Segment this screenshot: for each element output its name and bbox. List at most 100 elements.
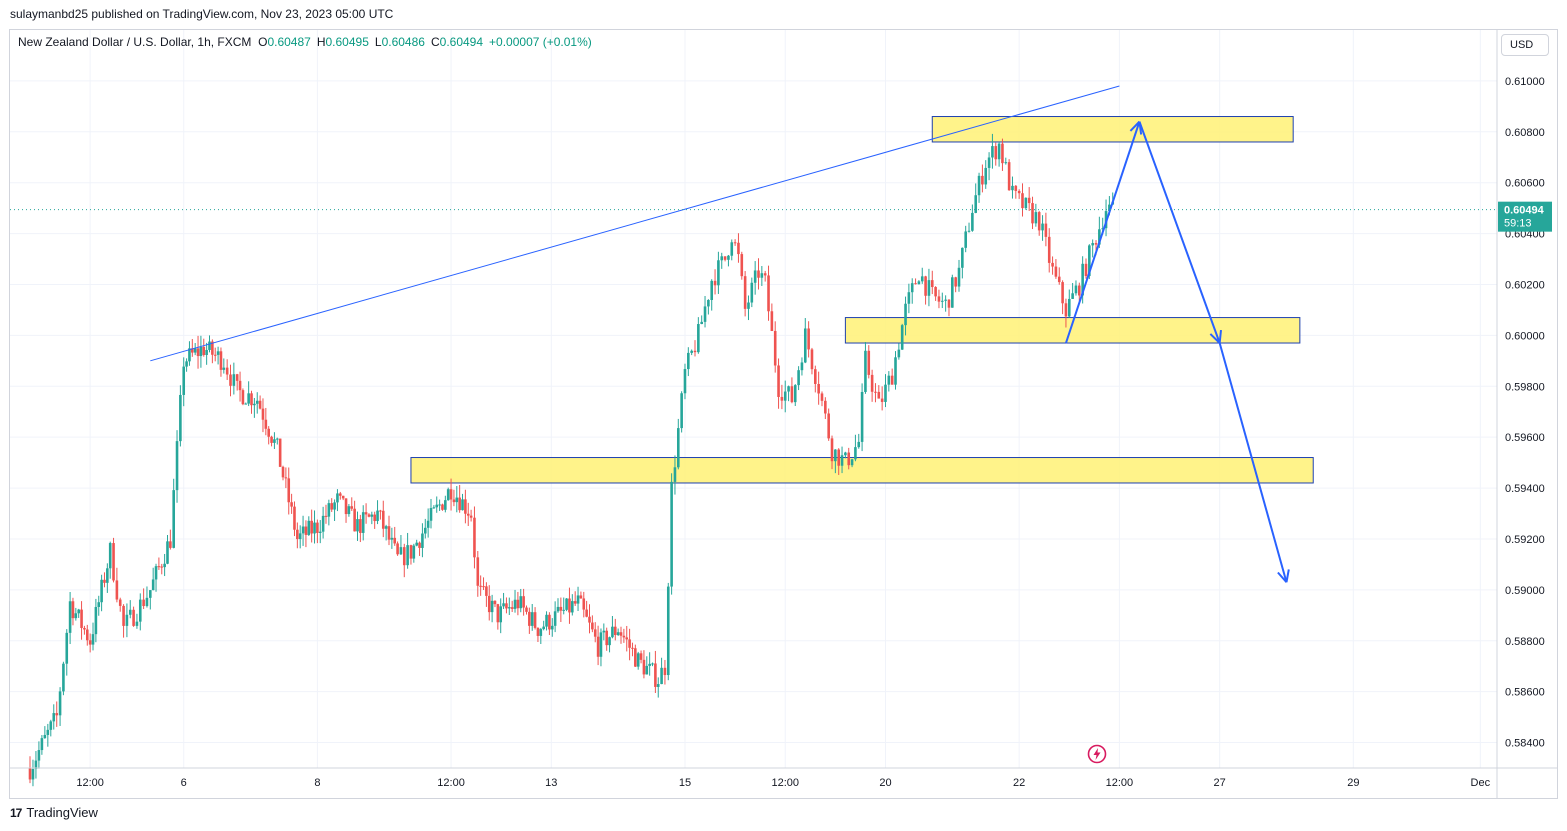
candle-body (850, 459, 854, 466)
high-label: H (316, 35, 326, 49)
candle-body (275, 438, 279, 440)
candle-body (562, 609, 566, 611)
candle-body (556, 606, 560, 612)
candle-body (77, 609, 80, 614)
footer-logo[interactable]: 17 TradingView (10, 805, 98, 820)
candle-body (261, 408, 265, 420)
candle-body (648, 663, 651, 666)
candle-body (510, 607, 514, 609)
candle-body (651, 663, 654, 665)
candle-body (125, 614, 129, 626)
candle-body (1061, 282, 1064, 304)
time-axis: 12:00 6 8 12:00 13 15 12:00 20 22 12:00 27 29 Dec (10, 767, 1557, 789)
candle-body (379, 510, 382, 512)
candle-body (502, 603, 505, 607)
candle-body (757, 270, 760, 278)
candle-body (920, 276, 924, 282)
candle-body (267, 428, 270, 437)
candle-body (874, 391, 877, 393)
candle-body (290, 502, 293, 507)
chart-frame (9, 29, 1558, 799)
candle-body (713, 280, 717, 286)
candle-body (770, 311, 774, 331)
candle-body (490, 600, 494, 613)
candle-body (330, 503, 334, 510)
candle-body (994, 146, 998, 160)
candle-body (193, 348, 197, 353)
candle-body (324, 515, 328, 517)
time-tick-label: 12:00 (76, 777, 104, 789)
candle-body (122, 605, 125, 626)
candle-body (522, 596, 525, 608)
candle-body (548, 614, 551, 630)
candle-body (854, 447, 857, 460)
price-tick-label: 0.60800 (1505, 127, 1545, 139)
candle-body (608, 637, 611, 646)
candle-body (1011, 185, 1014, 191)
lightning-icon[interactable] (1087, 744, 1107, 764)
candle-body (208, 341, 211, 350)
candle-body (1017, 190, 1021, 194)
candle-body (660, 667, 663, 685)
candle-body (763, 273, 767, 276)
candle-body (559, 606, 563, 611)
candle-body (817, 383, 820, 394)
candle-body (576, 595, 580, 604)
candle-body (339, 493, 342, 496)
candle-body (49, 721, 53, 730)
candle-body (284, 477, 288, 479)
candle-body (663, 667, 667, 676)
candle-body (824, 400, 827, 414)
candle-body (473, 517, 476, 558)
candle-body (444, 500, 447, 510)
candle-body (499, 606, 503, 623)
candle-body (356, 519, 359, 532)
price-tick-label: 0.59200 (1505, 534, 1545, 546)
candle-body (361, 512, 365, 533)
candle-body (631, 647, 634, 649)
candle-body (496, 604, 500, 623)
candle-body (205, 349, 208, 355)
candle-body (202, 346, 206, 355)
candle-body (370, 514, 374, 517)
price-axis: 0.610000.608000.606000.604000.602000.600… (1496, 30, 1545, 798)
candle-body (585, 609, 588, 617)
candle-body (1071, 293, 1074, 299)
price-tick-label: 0.59000 (1505, 585, 1545, 597)
candle-body (720, 256, 724, 261)
candle-body (247, 393, 250, 404)
candle-body (128, 609, 132, 615)
candle-body (536, 627, 540, 636)
candle-body (870, 374, 874, 392)
time-tick-label: 22 (1013, 777, 1025, 789)
candle-body (423, 527, 427, 534)
candle-body (914, 283, 917, 285)
candle-body (530, 612, 534, 626)
candle-body (402, 547, 406, 566)
candle-body (421, 533, 424, 548)
candle-body (464, 499, 467, 514)
candle-body (211, 341, 214, 355)
candle-body (740, 254, 744, 277)
candle-body (106, 568, 109, 583)
candle-body (182, 366, 186, 395)
high-value: 0.60495 (325, 35, 369, 49)
candle-body (820, 393, 824, 401)
candle-body (393, 537, 397, 544)
projection-arrowhead (1209, 333, 1221, 344)
candle-body (151, 579, 155, 591)
candle-body (987, 157, 991, 168)
candle-body (707, 299, 710, 307)
time-tick-label: 12:00 (771, 777, 799, 789)
symbol-name: New Zealand Dollar / U.S. Dollar, 1h, FX… (18, 35, 252, 49)
time-tick-label: 27 (1214, 777, 1226, 789)
candle-body (169, 541, 172, 548)
candle-body (298, 533, 302, 540)
time-tick-label: 15 (679, 777, 691, 789)
candle-body (52, 713, 56, 722)
candle-body (307, 520, 311, 535)
currency-button[interactable]: USD (1501, 34, 1549, 56)
candle-body (1024, 197, 1028, 209)
candle-body (179, 394, 182, 442)
